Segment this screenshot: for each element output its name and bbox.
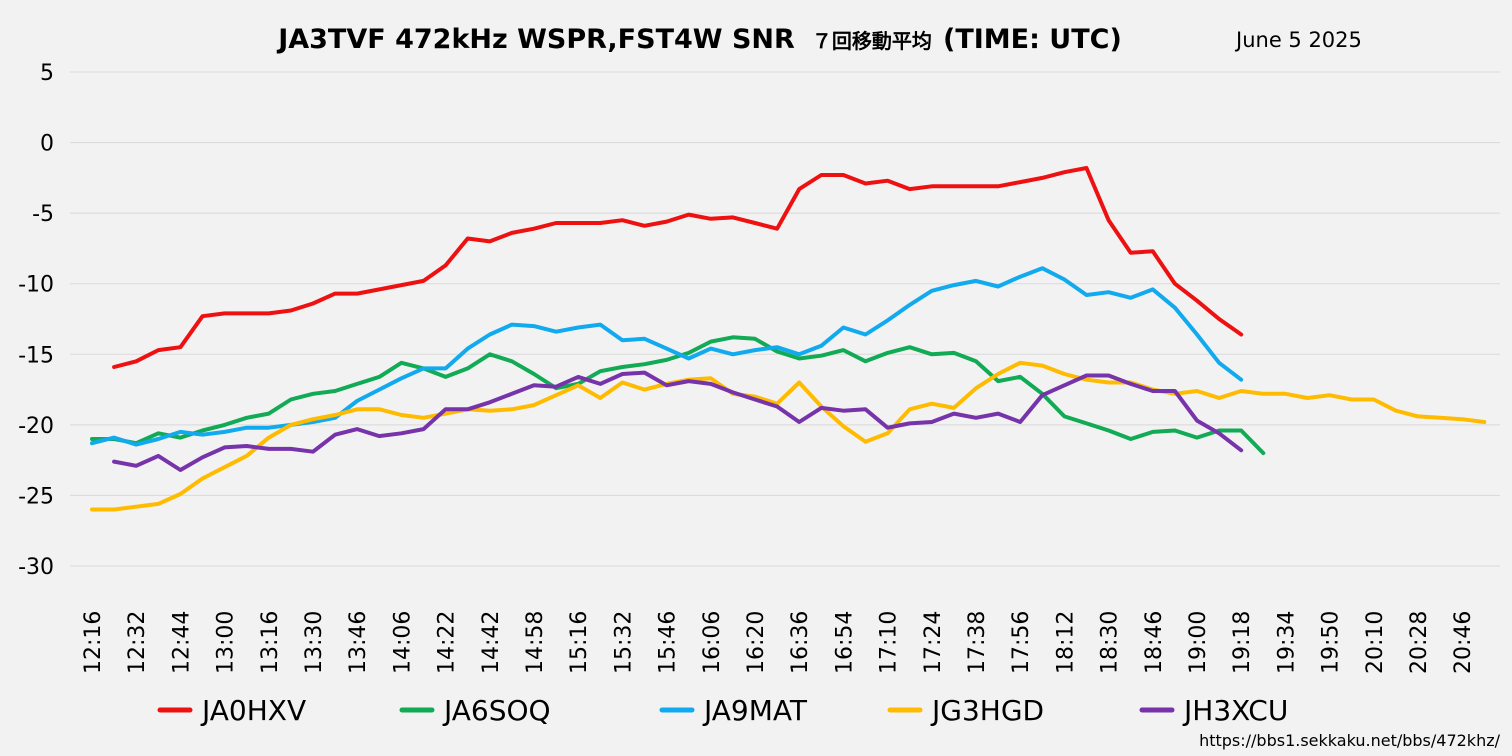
x-tick-label: 17:56 [1009,611,1034,674]
series-ja6soq [90,335,1266,456]
series-line [112,166,1244,369]
x-tick-label: 20:10 [1363,611,1388,674]
x-tick-label: 20:28 [1407,611,1432,674]
legend-item-ja9mat: JA9MAT [659,694,808,727]
x-tick-label: 14:22 [435,611,460,674]
legend-item-ja0hxv: JA0HXV [157,694,306,727]
x-tick-label: 12:16 [81,611,106,674]
legend-label: JA6SOQ [442,694,551,727]
x-tick-label: 19:00 [1186,611,1211,674]
series-lines [90,166,1487,512]
legend-label: JG3HGD [930,694,1044,727]
y-axis-ticks: 5 0 -5 -10 -15 -20 -25 -30 [18,61,54,580]
series-line [90,335,1266,456]
x-tick-label: 14:06 [390,611,415,674]
x-tick-label: 13:16 [258,611,283,674]
chart-title-main: JA3TVF 472kHz WSPR,FST4W SNR [276,24,795,55]
x-tick-label: 16:54 [832,611,857,674]
y-tick-label: -30 [18,555,54,580]
legend-item-jg3hgd: JG3HGD [887,694,1044,727]
x-tick-label: 16:06 [700,611,725,674]
x-tick-label: 13:00 [214,611,239,674]
y-tick-label: 0 [40,132,54,157]
x-tick-label: 16:20 [744,611,769,674]
y-tick-label: -15 [18,343,54,368]
series-jh3xcu [112,370,1244,472]
x-tick-label: 18:12 [1053,611,1078,674]
series-line [112,370,1244,472]
x-tick-label: 12:44 [169,611,194,674]
x-tick-label: 19:34 [1274,611,1299,674]
y-tick-label: -10 [18,273,54,298]
chart-title-time: (TIME: UTC) [943,24,1122,55]
series-ja9mat [90,266,1244,447]
y-tick-label: 5 [40,61,54,86]
series-jg3hgd [90,360,1487,512]
x-axis-ticks: 12:16 12:32 12:44 13:00 13:16 13:30 13:46 14:06… [81,611,1476,674]
legend-item-ja6soq: JA6SOQ [399,694,551,727]
chart-date: June 5 2025 [1234,28,1362,52]
y-tick-label: -5 [32,202,54,227]
y-tick-label: -25 [18,484,54,509]
source-url: https://bbs1.sekkaku.net/bbs/472khz/ [1199,731,1501,750]
x-tick-label: 20:46 [1451,611,1476,674]
x-tick-label: 15:46 [656,611,681,674]
x-tick-label: 12:32 [125,611,150,674]
x-tick-label: 13:46 [346,611,371,674]
x-tick-label: 18:30 [1098,611,1123,674]
x-tick-label: 15:32 [611,611,636,674]
x-tick-label: 14:42 [479,611,504,674]
x-tick-label: 17:24 [921,611,946,674]
legend-label: JA0HXV [200,694,306,727]
legend-label: JH3XCU [1182,694,1288,727]
x-tick-label: 17:10 [877,611,902,674]
x-tick-label: 15:16 [567,611,592,674]
chart-title-suffix: ７回移動平均 [812,29,932,53]
x-tick-label: 19:18 [1230,611,1255,674]
x-tick-label: 16:36 [788,611,813,674]
x-tick-label: 17:38 [965,611,990,674]
series-line [90,360,1487,512]
legend-label: JA9MAT [702,694,808,727]
series-ja0hxv [112,166,1244,369]
chart-title: JA3TVF 472kHz WSPR,FST4W SNR ７回移動平均 (TIM… [276,24,1122,55]
x-tick-label: 14:58 [523,611,548,674]
legend-item-jh3xcu: JH3XCU [1139,694,1288,727]
x-tick-label: 18:46 [1142,611,1167,674]
series-line [90,266,1244,447]
legend: JA0HXV JA6SOQ JA9MAT JG3HGD JH3XCU [157,694,1288,727]
x-tick-label: 19:50 [1319,611,1344,674]
x-tick-label: 13:30 [302,611,327,674]
y-tick-label: -20 [18,414,54,439]
